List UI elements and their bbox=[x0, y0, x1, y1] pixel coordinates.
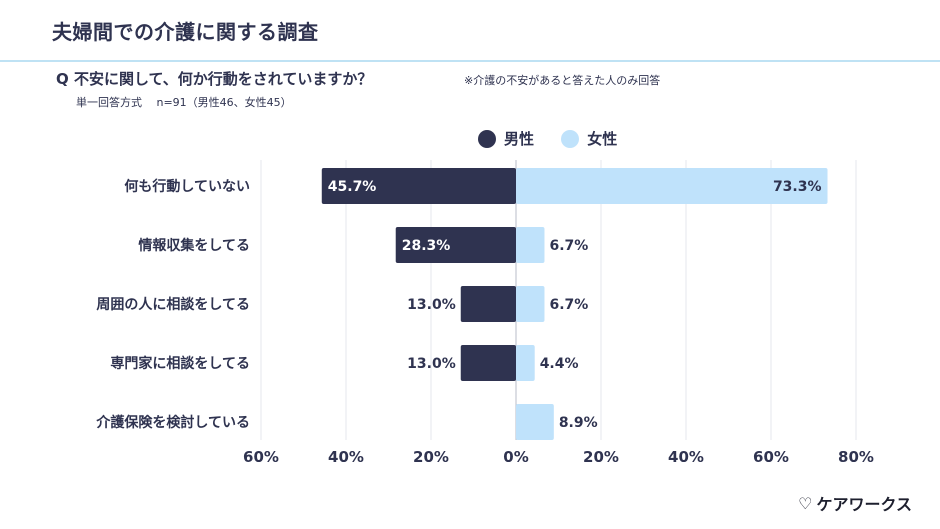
data-label-female: 8.9% bbox=[559, 415, 598, 431]
legend-item-female: 女性 bbox=[561, 128, 617, 149]
legend-label-female: 女性 bbox=[587, 130, 618, 148]
bar-male bbox=[395, 227, 516, 263]
category-label: 周囲の人に相談をしてる bbox=[96, 296, 250, 313]
bar-male bbox=[460, 286, 516, 322]
x-tick-label: 60% bbox=[753, 448, 789, 466]
category-label: 専門家に相談をしてる bbox=[110, 355, 250, 372]
bar-female bbox=[516, 168, 828, 204]
bar-female bbox=[516, 404, 554, 440]
data-label-male: 45.7% bbox=[328, 179, 377, 195]
data-label-male: 13.0% bbox=[407, 297, 456, 313]
page-title: 夫婦間での介護に関する調査 bbox=[52, 20, 319, 44]
data-label-male: 13.0% bbox=[407, 356, 456, 372]
legend-swatch-female bbox=[561, 129, 580, 148]
legend-label-male: 男性 bbox=[504, 130, 535, 148]
question-text: Q 不安に関して、何か行動をされていますか？ bbox=[56, 70, 373, 88]
bar-female bbox=[516, 286, 545, 322]
bar-female bbox=[516, 227, 545, 263]
x-tick-label: 0% bbox=[503, 448, 528, 466]
bar-male bbox=[460, 345, 516, 381]
x-tick-label: 60% bbox=[243, 448, 279, 466]
data-label-female: 4.4% bbox=[540, 356, 579, 372]
bar-female bbox=[516, 345, 535, 381]
data-label-female: 6.7% bbox=[549, 297, 588, 313]
respondent-note: ※介護の不安があると答えた人のみ回答 bbox=[464, 74, 661, 87]
x-tick-label: 40% bbox=[328, 448, 364, 466]
category-label: 情報収集をしてる bbox=[138, 237, 250, 254]
data-label-male: 28.3% bbox=[402, 238, 451, 254]
heart-icon: ♡ bbox=[798, 493, 813, 513]
x-tick-label: 80% bbox=[838, 448, 874, 466]
x-tick-label: 20% bbox=[583, 448, 619, 466]
category-label: 何も行動していない bbox=[124, 178, 250, 195]
x-tick-label: 20% bbox=[413, 448, 449, 466]
title-divider bbox=[0, 60, 940, 62]
survey-method: 単一回答方式 n=91（男性46、女性45） bbox=[76, 96, 292, 109]
x-tick-label: 40% bbox=[668, 448, 704, 466]
category-label: 介護保険を検討している bbox=[95, 414, 250, 431]
data-label-female: 73.3% bbox=[773, 179, 822, 195]
chart-legend: 男性 女性 bbox=[478, 128, 639, 152]
legend-item-male: 男性 bbox=[478, 128, 534, 149]
brand-name: ケアワークス bbox=[816, 495, 912, 514]
brand-logo: ♡ ケアワークス bbox=[798, 491, 912, 515]
bar-male bbox=[321, 168, 516, 204]
data-label-female: 6.7% bbox=[549, 238, 588, 254]
legend-swatch-male bbox=[478, 129, 496, 148]
